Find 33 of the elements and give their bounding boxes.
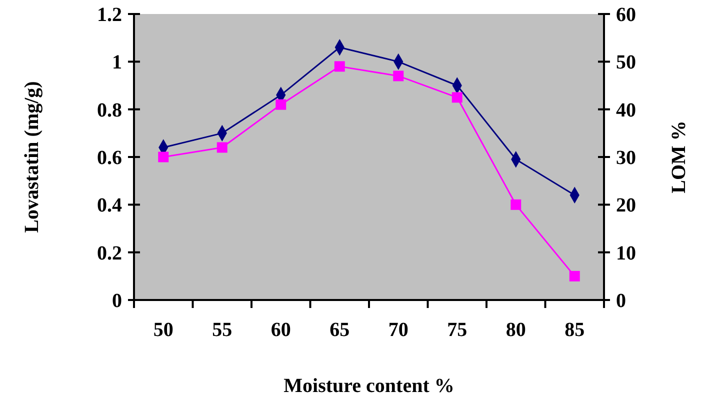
x-tick-label: 50 — [153, 319, 174, 341]
y2-tick-label: 40 — [616, 99, 636, 122]
y2-tick-label: 60 — [616, 4, 636, 26]
y-tick-label: 0 — [112, 290, 122, 312]
point — [510, 199, 522, 210]
y-tick-label: 0.2 — [97, 242, 122, 264]
y2-axis-title: LOM % — [668, 120, 690, 194]
point — [393, 70, 404, 82]
point — [569, 270, 580, 282]
y2-tick-label: 50 — [616, 52, 636, 74]
y2-tick-label: 0 — [616, 290, 626, 312]
point — [276, 99, 286, 110]
x-tick-label: 80 — [506, 319, 526, 341]
point — [216, 142, 228, 153]
y-axis-title: Lovastatin (mg/g) — [21, 81, 43, 233]
x-tick-label: 70 — [388, 319, 408, 341]
x-axis-title: Moisture content % — [284, 375, 454, 397]
y-tick-label: 0.4 — [97, 194, 122, 217]
y-tick-label: 1.2 — [97, 4, 122, 26]
y-tick-label: 1 — [112, 52, 122, 74]
y2-tick-label: 20 — [616, 194, 636, 217]
x-tick-label: 65 — [330, 319, 350, 341]
point — [452, 92, 462, 103]
y-tick-label: 0.6 — [97, 147, 122, 169]
x-tick-label: 60 — [270, 319, 291, 341]
y2-tick-label: 10 — [616, 242, 636, 264]
y2-tick-label: 30 — [616, 147, 636, 169]
x-tick-label: 55 — [212, 319, 232, 341]
x-tick-label: 85 — [564, 319, 585, 341]
x-tick-label: 75 — [447, 319, 468, 341]
y-tick-label: 0.8 — [97, 99, 122, 122]
point — [334, 61, 345, 72]
point — [158, 152, 169, 162]
